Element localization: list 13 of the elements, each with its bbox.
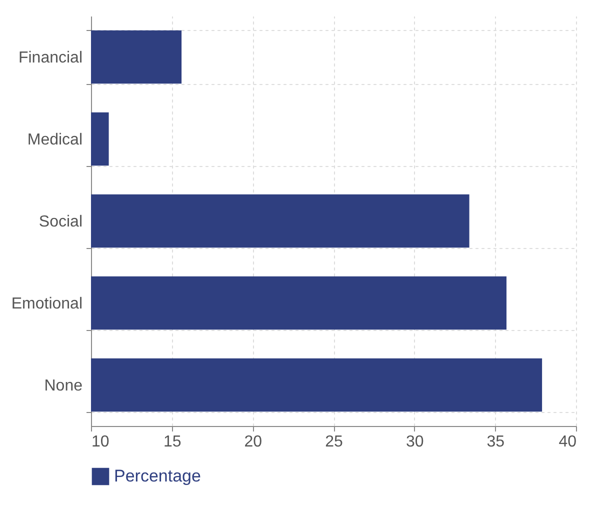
legend-label: Percentage (114, 466, 201, 486)
x-tick-label: 10 (92, 434, 110, 450)
y-tick-label: Social (38, 214, 82, 230)
x-tick-label: 20 (244, 434, 262, 450)
y-tick-label: Emotional (11, 296, 82, 312)
x-tick-label: 40 (558, 434, 577, 450)
x-tick-label: 35 (486, 434, 505, 450)
x-tick-label: 15 (163, 434, 182, 450)
y-tick-label: Financial (18, 50, 82, 66)
y-tick-label: None (44, 378, 83, 394)
y-tick-label: Medical (27, 132, 82, 148)
x-tick-label: 25 (325, 434, 343, 450)
x-tick-label: 30 (406, 434, 424, 450)
